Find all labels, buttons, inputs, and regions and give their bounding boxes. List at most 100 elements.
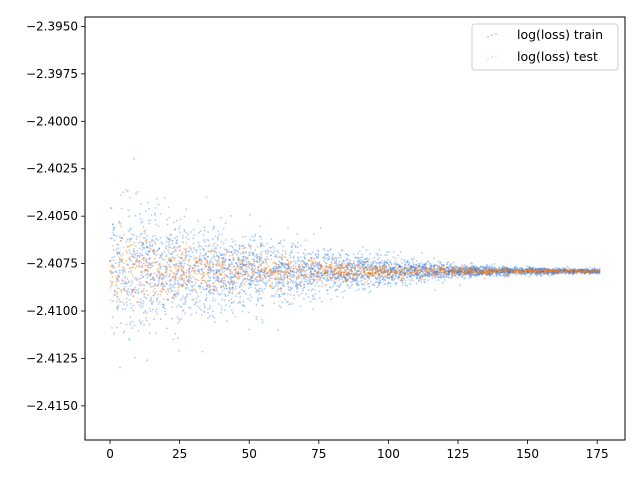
train-point xyxy=(358,267,361,270)
test-point xyxy=(304,276,307,279)
train-point xyxy=(164,307,167,310)
train-point xyxy=(203,274,206,277)
train-point xyxy=(202,239,205,242)
test-point xyxy=(195,278,198,281)
train-point xyxy=(193,264,196,267)
train-point xyxy=(292,257,295,259)
train-point xyxy=(374,260,376,263)
train-point xyxy=(337,273,340,276)
train-point xyxy=(235,295,238,297)
train-point xyxy=(113,255,116,258)
train-point xyxy=(404,274,407,277)
train-point xyxy=(277,276,279,279)
train-point xyxy=(204,257,207,260)
train-point xyxy=(176,254,179,256)
train-point xyxy=(171,306,174,309)
test-point xyxy=(311,283,313,285)
train-point xyxy=(272,266,275,268)
train-point xyxy=(154,310,157,313)
train-point xyxy=(366,260,368,263)
train-point xyxy=(413,269,416,272)
train-point xyxy=(378,265,381,267)
train-point xyxy=(191,298,194,301)
train-point xyxy=(287,293,289,295)
train-point xyxy=(446,266,449,269)
train-point xyxy=(173,250,176,253)
train-point xyxy=(442,267,444,270)
train-point xyxy=(120,290,123,293)
test-point xyxy=(119,239,122,242)
test-point xyxy=(139,281,141,284)
train-point xyxy=(361,256,364,259)
test-point xyxy=(258,261,261,264)
train-point xyxy=(268,279,271,282)
train-point xyxy=(169,253,172,256)
train-point xyxy=(114,262,117,265)
train-point xyxy=(537,270,540,273)
train-point xyxy=(188,264,191,267)
train-point xyxy=(492,275,495,278)
train-point xyxy=(132,234,135,236)
train-point xyxy=(148,247,150,249)
train-point xyxy=(199,257,202,260)
train-point xyxy=(384,279,387,282)
train-point xyxy=(257,280,260,283)
train-point xyxy=(562,270,565,273)
train-point xyxy=(145,242,147,244)
train-point xyxy=(313,274,316,276)
train-point xyxy=(302,269,304,272)
train-point xyxy=(447,267,450,270)
train-point xyxy=(501,272,504,275)
train-point xyxy=(414,273,417,276)
train-point xyxy=(572,269,575,272)
train-point xyxy=(437,279,440,282)
train-point xyxy=(134,286,137,289)
train-point xyxy=(206,285,209,288)
train-point xyxy=(541,274,543,277)
train-point xyxy=(135,192,138,195)
train-point xyxy=(439,274,442,276)
test-point xyxy=(130,255,133,257)
train-point xyxy=(228,277,231,280)
train-point xyxy=(231,309,233,312)
test-point xyxy=(402,277,404,280)
train-point xyxy=(345,253,348,256)
train-point xyxy=(116,278,119,281)
test-point xyxy=(496,272,499,275)
train-point xyxy=(537,270,540,273)
train-point xyxy=(349,263,352,265)
train-point xyxy=(301,270,303,273)
train-point xyxy=(141,305,144,308)
test-point xyxy=(264,272,266,275)
train-point xyxy=(198,259,201,262)
train-point xyxy=(217,270,220,273)
train-point xyxy=(333,274,335,277)
train-point xyxy=(302,260,304,262)
train-point xyxy=(305,263,308,266)
train-point xyxy=(130,288,133,291)
train-point xyxy=(224,294,227,296)
train-point xyxy=(111,316,114,319)
train-point xyxy=(241,303,244,306)
train-point xyxy=(534,270,537,273)
test-point xyxy=(383,280,385,282)
train-point xyxy=(119,239,122,242)
train-point xyxy=(185,253,188,256)
train-point xyxy=(598,267,601,270)
train-point xyxy=(376,254,379,257)
train-point xyxy=(127,209,130,212)
train-point xyxy=(377,281,380,284)
train-point xyxy=(165,283,168,286)
train-point xyxy=(437,275,440,278)
train-point xyxy=(176,242,179,245)
train-point xyxy=(297,269,299,272)
test-point xyxy=(248,274,250,277)
test-point xyxy=(260,264,262,266)
train-point xyxy=(508,270,511,273)
train-point xyxy=(441,275,444,277)
train-point xyxy=(181,234,184,237)
train-point xyxy=(354,268,356,270)
train-point xyxy=(386,284,389,287)
train-point xyxy=(162,285,164,288)
train-point xyxy=(453,272,456,274)
